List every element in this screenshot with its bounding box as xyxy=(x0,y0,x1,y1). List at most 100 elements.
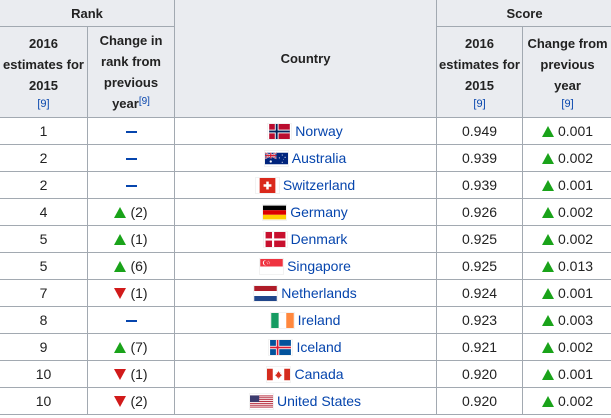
score-cell: 0.921 xyxy=(436,333,524,361)
increase-arrow-icon xyxy=(542,125,554,137)
score-cell: 0.920 xyxy=(436,387,524,415)
netherlands-flag-icon xyxy=(254,285,278,301)
score-cell: 0.925 xyxy=(436,225,524,253)
country-cell: Iceland xyxy=(174,333,438,361)
steady-dash-icon xyxy=(125,131,137,134)
country-link[interactable]: Switzerland xyxy=(282,177,356,193)
country-cell: Singapore xyxy=(174,252,438,280)
steady-dash-icon xyxy=(125,320,137,323)
canada-flag-icon xyxy=(267,367,291,382)
increase-arrow-icon xyxy=(542,206,554,218)
country-cell: Denmark xyxy=(174,225,438,253)
rank-change-value: (2) xyxy=(130,204,148,220)
rank-change-cell: (7) xyxy=(86,333,176,361)
score-cell: 0.926 xyxy=(436,198,524,226)
citation-link[interactable]: [9] xyxy=(561,97,574,110)
country-link[interactable]: United States xyxy=(276,393,362,409)
rank-change-cell: (6) xyxy=(86,252,176,280)
ireland-flag-icon xyxy=(270,312,294,328)
country-cell: Australia xyxy=(174,144,438,172)
country-link[interactable]: Netherlands xyxy=(281,285,357,301)
citation-link[interactable]: [9] xyxy=(473,97,486,110)
table-row: 5 (6) Singapore 0.925 0.013 xyxy=(0,252,611,280)
increase-arrow-icon xyxy=(542,287,554,299)
country-cell: Norway xyxy=(174,117,438,145)
table-row: 2 Australia 0.939 0.002 xyxy=(0,144,611,172)
table-row: 4 (2) Germany 0.926 0.002 xyxy=(0,198,611,226)
rank-2016-header: 2016 estimates for 2015 [9] xyxy=(0,26,88,118)
increase-arrow-icon xyxy=(114,341,127,353)
rank-change-value: (1) xyxy=(130,285,148,301)
country-link[interactable]: Norway xyxy=(295,123,343,139)
score-change-cell: 0.002 xyxy=(522,225,611,253)
country-cell: Germany xyxy=(174,198,438,226)
rank-change-value: (6) xyxy=(130,258,148,274)
rank-change-cell xyxy=(86,117,176,145)
increase-arrow-icon xyxy=(114,206,127,218)
score-change-value: 0.013 xyxy=(558,258,594,274)
table-row: 9 (7) Iceland 0.921 0.002 xyxy=(0,333,611,361)
citation-link[interactable]: [9] xyxy=(138,96,150,107)
score-change-cell: 0.001 xyxy=(522,117,611,145)
rank-cell: 2 xyxy=(0,144,88,172)
norway-flag-icon xyxy=(268,123,291,139)
score-change-cell: 0.003 xyxy=(522,306,611,334)
score-change-value: 0.002 xyxy=(558,393,594,409)
score-change-cell: 0.002 xyxy=(522,198,611,226)
country-cell: Netherlands xyxy=(174,279,438,307)
country-link[interactable]: Denmark xyxy=(290,231,348,247)
steady-dash-icon xyxy=(125,185,137,188)
score-change-cell: 0.001 xyxy=(522,279,611,307)
increase-arrow-icon xyxy=(542,395,554,407)
country-link[interactable]: Canada xyxy=(294,366,344,382)
score-cell: 0.939 xyxy=(436,144,524,172)
citation-link[interactable]: [9] xyxy=(37,97,50,110)
rank-cell: 5 xyxy=(0,225,88,253)
increase-arrow-icon xyxy=(542,179,554,191)
table-row: 10 (2) United States 0.920 0.002 xyxy=(0,387,611,415)
country-link[interactable]: Germany xyxy=(290,204,348,220)
score-change-cell: 0.002 xyxy=(522,387,611,415)
increase-arrow-icon xyxy=(542,368,554,380)
score-cell: 0.924 xyxy=(436,279,524,307)
country-link[interactable]: Australia xyxy=(291,150,347,166)
rank-change-value: (2) xyxy=(130,393,148,409)
rank-cell: 10 xyxy=(0,360,88,388)
increase-arrow-icon xyxy=(542,260,554,272)
score-cell: 0.925 xyxy=(436,252,524,280)
score-change-value: 0.001 xyxy=(558,177,594,193)
decrease-arrow-icon xyxy=(114,287,127,299)
rank-cell: 5 xyxy=(0,252,88,280)
rank-group-header: Rank xyxy=(0,0,176,27)
country-cell: Canada xyxy=(174,360,438,388)
singapore-flag-icon xyxy=(260,258,283,274)
score-change-cell: 0.002 xyxy=(522,144,611,172)
rank-cell: 7 xyxy=(0,279,88,307)
score-2016-header: 2016 estimates for 2015 [9] xyxy=(436,26,524,118)
table-row: 7 (1) Netherlands 0.924 0.001 xyxy=(0,279,611,307)
decrease-arrow-icon xyxy=(114,368,127,380)
country-cell: Ireland xyxy=(174,306,438,334)
score-group-header: Score xyxy=(436,0,611,27)
rank-change-cell xyxy=(86,144,176,172)
country-link[interactable]: Ireland xyxy=(297,312,341,328)
australia-flag-icon xyxy=(264,151,288,166)
score-change-value: 0.001 xyxy=(558,285,594,301)
united-states-flag-icon xyxy=(249,394,273,409)
denmark-flag-icon xyxy=(264,231,287,247)
germany-flag-icon xyxy=(263,205,287,220)
iceland-flag-icon xyxy=(269,339,292,355)
increase-arrow-icon xyxy=(542,341,554,353)
score-change-cell: 0.013 xyxy=(522,252,611,280)
table-row: 10 (1) Canada 0.920 0.001 xyxy=(0,360,611,388)
country-cell: United States xyxy=(174,387,438,415)
score-change-value: 0.001 xyxy=(558,123,594,139)
rank-change-cell: (1) xyxy=(86,360,176,388)
country-link[interactable]: Iceland xyxy=(296,339,342,355)
increase-arrow-icon xyxy=(542,233,554,245)
rank-change-cell: (2) xyxy=(86,387,176,415)
rank-change-cell: (1) xyxy=(86,279,176,307)
country-link[interactable]: Singapore xyxy=(287,258,351,274)
score-cell: 0.920 xyxy=(436,360,524,388)
